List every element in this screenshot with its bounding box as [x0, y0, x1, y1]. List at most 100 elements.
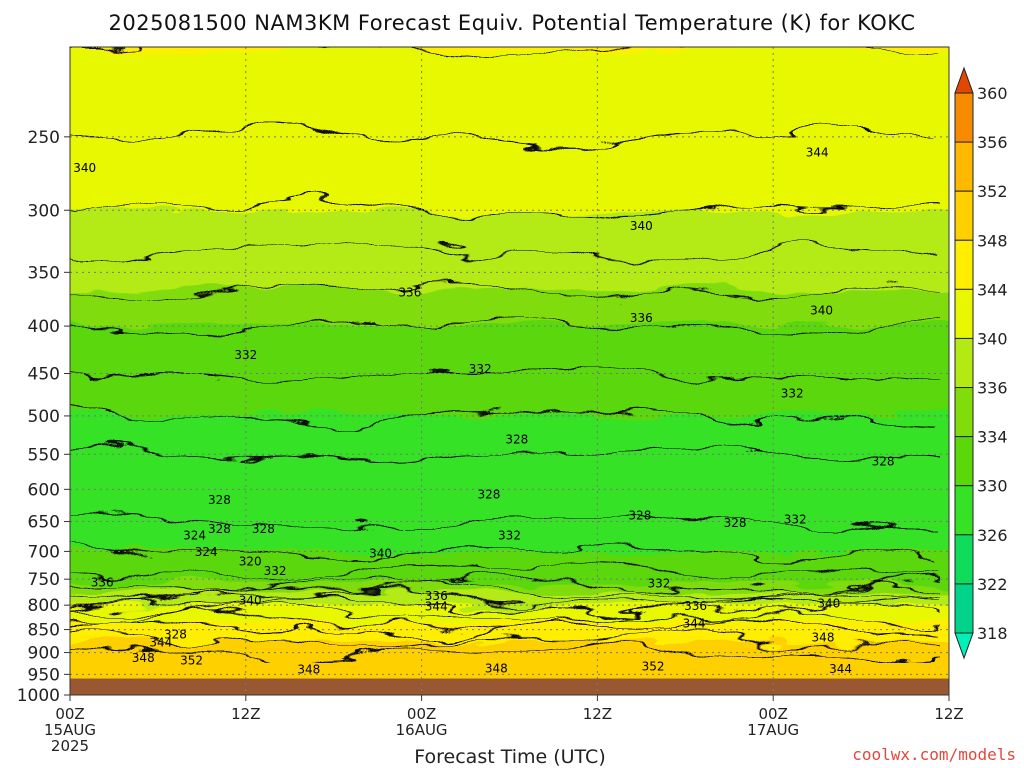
x-tick-label: 12Z: [934, 705, 963, 723]
contour-label: 332: [498, 529, 521, 543]
contour-band: [70, 147, 949, 155]
contour-line: [70, 243, 941, 263]
contour-band: [70, 572, 949, 576]
contour-band: [70, 513, 949, 517]
contour-band: [70, 153, 949, 161]
contour-band: [70, 501, 949, 505]
contour-band: [70, 568, 949, 572]
contour-band: [70, 324, 949, 330]
contour-band: [70, 564, 949, 568]
contour-band: [70, 289, 949, 295]
contour-band: [70, 499, 949, 503]
contour-band: [70, 301, 949, 307]
contour-line: [70, 595, 941, 615]
y-tick-label: 950: [28, 665, 60, 685]
contour-band: [70, 598, 949, 602]
contour-band: [70, 432, 949, 437]
contour-band: [70, 582, 949, 586]
y-tick-label: 900: [28, 644, 60, 664]
contour-band: [70, 529, 949, 533]
contour-band: [70, 47, 949, 51]
contour-band: [70, 607, 949, 611]
contour-label: 328: [628, 508, 651, 522]
colorbar-tick-label: 356: [977, 133, 1008, 152]
contour-label: 332: [781, 387, 804, 401]
contour-band: [70, 648, 949, 652]
contour-line: [70, 573, 941, 593]
contour-band: [70, 562, 949, 566]
colorbar-box: [954, 485, 974, 536]
contour-label: 328: [505, 432, 528, 446]
contour-band: [70, 56, 949, 65]
contour-band: [70, 399, 949, 405]
contour-label: 324: [195, 545, 218, 559]
contour-band: [70, 159, 949, 166]
contour-band: [70, 522, 949, 527]
contour-band: [70, 435, 949, 440]
contour-label: 328: [208, 493, 231, 507]
contour-label: 352: [642, 660, 665, 674]
contour-label: 332: [469, 362, 492, 376]
contour-band: [70, 403, 949, 408]
contour-band: [70, 638, 949, 641]
contour-band: [70, 540, 949, 544]
contour-label: 332: [264, 564, 287, 578]
colorbar-under-triangle: [954, 632, 974, 660]
contour-band: [70, 592, 949, 596]
contour-band: [70, 276, 949, 282]
contour-band: [70, 625, 949, 629]
colorbar-tick-label: 334: [977, 428, 1008, 447]
contour-band: [70, 390, 949, 395]
contour-band: [40, 0, 979, 3]
contour-band: [70, 268, 949, 274]
contour-band: [70, 346, 949, 352]
contour-band: [70, 449, 949, 454]
contour-band: [70, 547, 949, 551]
contour-band: [70, 384, 949, 389]
contour-band: [70, 534, 949, 538]
colorbar-tick-label: 360: [977, 84, 1008, 103]
contour-band: [70, 250, 949, 256]
contour-band: [70, 508, 949, 513]
contour-band: [70, 545, 949, 549]
contour-band: [70, 339, 949, 345]
contour-line: [70, 364, 941, 384]
contour-band: [70, 263, 949, 270]
contour-band: [70, 620, 949, 624]
contour-band: [70, 669, 949, 673]
y-tick-label: 300: [28, 201, 60, 221]
contour-band: [70, 241, 949, 247]
x-tick-label: 17AUG: [747, 721, 799, 739]
contour-band: [70, 668, 949, 671]
contour-band: [70, 596, 949, 600]
colorbar-box: [954, 239, 974, 290]
contour-band: [70, 664, 949, 668]
colorbar-tick-label: 340: [977, 329, 1008, 348]
contour-band: [70, 525, 949, 529]
contour-band: [70, 644, 949, 648]
contour-band: [70, 421, 949, 426]
contour-band: [70, 609, 949, 613]
contour-line: [70, 581, 941, 601]
colorbar: 318 322 326 330 334 336 340 344 348 352 356 360: [954, 66, 1008, 660]
contour-band: [70, 634, 949, 638]
y-axis: 250 300 350 400 450 500 550 600 650 700 750 800 850 9…: [17, 128, 70, 706]
colorbar-box: [954, 534, 974, 585]
contour-label: 344: [829, 662, 852, 676]
x-tick-label: 00Z: [55, 705, 84, 723]
y-tick-label: 850: [28, 621, 60, 641]
contour-band: [70, 663, 949, 666]
credit-text: coolwx.com/models: [852, 745, 1016, 764]
contour-label: 348: [297, 663, 320, 677]
contour-band: [70, 438, 949, 443]
contour-line: [70, 200, 941, 220]
contour-band: [70, 141, 949, 149]
contour-band: [70, 479, 949, 483]
contour-line: [70, 444, 940, 464]
contour-band-group: [40, 0, 979, 688]
contour-band: [70, 643, 949, 646]
contour-line: [70, 281, 941, 301]
contour-band: [70, 91, 949, 100]
contour-band: [70, 370, 949, 376]
